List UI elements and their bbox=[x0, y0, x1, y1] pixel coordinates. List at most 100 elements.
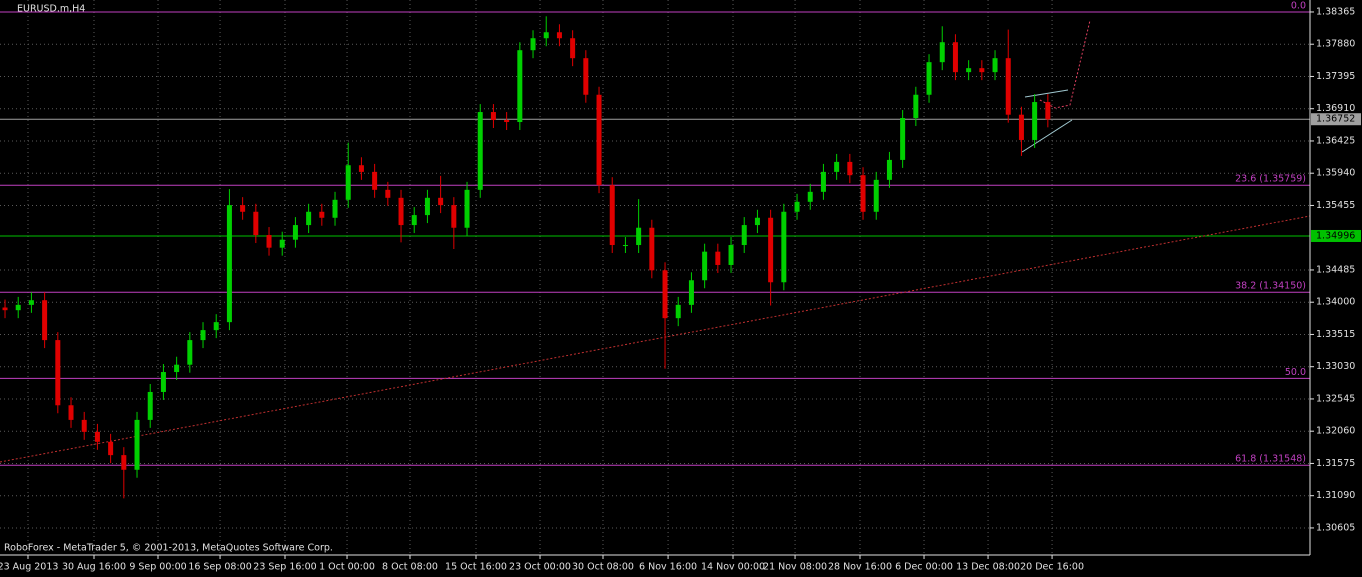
candle-body bbox=[609, 185, 615, 246]
price-box-label: 1.36752 bbox=[1316, 114, 1355, 125]
level-label: 23.6 (1.35759) bbox=[1235, 174, 1306, 185]
candle-body bbox=[372, 171, 378, 190]
candle-body bbox=[200, 330, 206, 341]
y-tick-label: 1.30605 bbox=[1316, 522, 1355, 533]
candle-body bbox=[636, 227, 642, 246]
candle-body bbox=[187, 340, 193, 365]
axes: 1.38365 1.37880 1.37395 1.36910 1.36425 1.359… bbox=[0, 6, 1361, 573]
x-tick-label: 30 Aug 16:00 bbox=[62, 562, 126, 573]
y-tick-label: 1.36910 bbox=[1316, 103, 1355, 114]
candle-body bbox=[279, 239, 285, 248]
x-tick-label: 6 Dec 00:00 bbox=[895, 562, 953, 573]
price-box bbox=[1311, 113, 1361, 126]
candle-body bbox=[992, 58, 998, 73]
candle-body bbox=[807, 191, 813, 202]
x-tick-label: 16 Sep 08:00 bbox=[188, 562, 251, 573]
candle-body bbox=[1005, 58, 1011, 115]
candle-body bbox=[94, 431, 100, 442]
candle-body bbox=[886, 159, 892, 180]
candle-body bbox=[860, 175, 866, 212]
candle-body bbox=[517, 50, 523, 123]
y-tick-label: 1.31575 bbox=[1316, 458, 1355, 469]
y-tick-label: 1.32060 bbox=[1316, 426, 1355, 437]
candle-body bbox=[900, 118, 906, 160]
candles bbox=[2, 16, 1051, 499]
x-tick-label: 1 Oct 00:00 bbox=[319, 562, 375, 573]
candle-body bbox=[253, 211, 259, 236]
candle-body bbox=[147, 391, 153, 420]
x-tick-label: 23 Aug 2013 bbox=[0, 562, 58, 573]
level-label: 0.0 bbox=[1291, 1, 1306, 12]
candle-body bbox=[939, 42, 945, 63]
candle-body bbox=[345, 165, 351, 200]
candle-body bbox=[741, 225, 747, 246]
y-tick-label: 1.32545 bbox=[1316, 393, 1355, 404]
candle-body bbox=[675, 304, 681, 319]
x-tick-label: 23 Oct 00:00 bbox=[509, 562, 571, 573]
candle-body bbox=[15, 304, 21, 311]
candle-body bbox=[768, 217, 774, 283]
candle-body bbox=[477, 112, 483, 190]
candle-body bbox=[160, 372, 166, 392]
candle-body bbox=[504, 120, 510, 123]
candle-body bbox=[2, 307, 8, 311]
price-box-label: 1.34996 bbox=[1316, 230, 1355, 241]
candle-body bbox=[68, 405, 74, 420]
candle-body bbox=[556, 32, 562, 39]
candle-body bbox=[781, 211, 787, 283]
candle-body bbox=[662, 270, 668, 319]
candle-body bbox=[438, 197, 444, 206]
candle-body bbox=[570, 38, 576, 59]
candle-body bbox=[121, 455, 127, 470]
x-tick-label: 15 Oct 16:00 bbox=[445, 562, 507, 573]
y-tick-label: 1.34000 bbox=[1316, 297, 1355, 308]
level-label: 50.0 bbox=[1285, 367, 1306, 378]
x-tick-label: 30 Oct 08:00 bbox=[572, 562, 634, 573]
candle-body bbox=[266, 235, 272, 248]
y-tick-label: 1.37880 bbox=[1316, 39, 1355, 50]
y-tick-label: 1.36425 bbox=[1316, 135, 1355, 146]
candle-body bbox=[926, 62, 932, 95]
candle-body bbox=[451, 205, 457, 228]
candle-body bbox=[688, 280, 694, 305]
y-tick-label: 1.33515 bbox=[1316, 329, 1355, 340]
x-tick-label: 21 Nov 08:00 bbox=[763, 562, 827, 573]
candle-body bbox=[213, 322, 219, 331]
x-tick-label: 20 Dec 16:00 bbox=[1020, 562, 1084, 573]
candle-body bbox=[1045, 102, 1051, 120]
drawing bbox=[1024, 89, 1069, 98]
candle-body bbox=[820, 171, 826, 192]
candle-body bbox=[979, 68, 985, 73]
x-tick-label: 14 Nov 00:00 bbox=[701, 562, 765, 573]
candle-body bbox=[42, 300, 48, 341]
candle-body bbox=[583, 58, 589, 95]
candle-body bbox=[292, 225, 298, 240]
candle-body bbox=[873, 179, 879, 212]
y-tick-label: 1.35455 bbox=[1316, 200, 1355, 211]
candle-body bbox=[543, 32, 549, 39]
y-tick-label: 1.31090 bbox=[1316, 490, 1355, 501]
candle-body bbox=[134, 419, 140, 470]
candle-body bbox=[464, 189, 470, 228]
candle-body bbox=[715, 251, 721, 265]
y-tick-label: 1.34485 bbox=[1316, 264, 1355, 275]
candle-body bbox=[411, 215, 417, 226]
x-tick-label: 6 Nov 16:00 bbox=[639, 562, 697, 573]
level-label: 61.8 (1.31548) bbox=[1235, 454, 1306, 465]
candle-body bbox=[398, 197, 404, 226]
candle-body bbox=[358, 165, 364, 172]
drawing bbox=[1021, 119, 1073, 153]
candle-body bbox=[424, 197, 430, 216]
x-tick-label: 9 Sep 00:00 bbox=[129, 562, 186, 573]
candle-body bbox=[174, 364, 180, 373]
candle-body bbox=[834, 161, 840, 172]
candle-body bbox=[530, 38, 536, 51]
candle-body bbox=[385, 189, 391, 198]
candle-body bbox=[754, 217, 760, 226]
candle-body bbox=[966, 68, 972, 73]
candle-body bbox=[1018, 114, 1024, 140]
chart-title: EURUSD.m,H4 bbox=[17, 4, 85, 15]
footer: RoboForex - MetaTrader 5, © 2001-2013, M… bbox=[4, 543, 333, 554]
